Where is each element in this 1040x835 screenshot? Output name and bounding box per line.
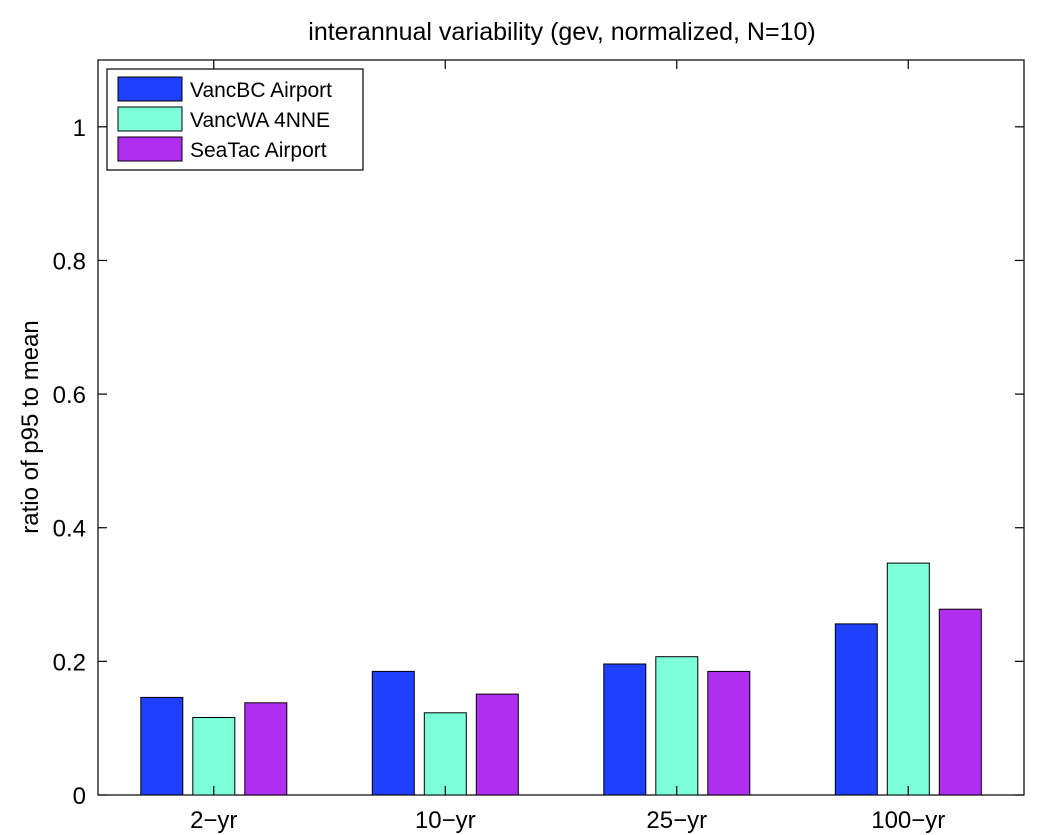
chart-title: interannual variability (gev, normalized… (308, 18, 815, 46)
x-tick-label: 25−yr (646, 807, 707, 834)
y-tick-label: 0.6 (53, 382, 86, 409)
y-tick-label: 1 (73, 115, 86, 142)
y-tick-label: 0.4 (53, 516, 86, 543)
x-tick-label: 10−yr (415, 807, 476, 834)
x-tick-label: 2−yr (190, 807, 237, 834)
bar (938, 608, 982, 796)
legend-entry: VancBC Airport (190, 79, 332, 102)
bar (834, 623, 878, 796)
bar (886, 562, 930, 796)
bar (244, 702, 288, 796)
bar (423, 712, 467, 796)
legend-swatch (117, 136, 183, 162)
ticks-group: 2−yr 10−yr 25−yr 100−yr 0 0.2 0.4 0.6 0.8 1 (53, 60, 1024, 834)
legend-swatch (117, 76, 183, 102)
y-axis-label: ratio of p95 to mean (17, 320, 44, 533)
bar (371, 670, 415, 796)
y-tick-label: 0.8 (53, 248, 86, 275)
bar (655, 656, 699, 796)
bar (192, 717, 236, 796)
bar (475, 693, 519, 796)
bar (707, 670, 751, 796)
y-tick-label: 0 (73, 783, 86, 810)
y-tick-label: 0.2 (53, 649, 86, 676)
legend: VancBC Airport VancWA 4NNE SeaTac Airport (106, 68, 364, 171)
legend-entry: VancWA 4NNE (190, 109, 330, 132)
bar (140, 696, 184, 796)
x-tick-label: 100−yr (871, 807, 945, 834)
legend-swatch (117, 106, 183, 132)
bar (603, 663, 647, 796)
bars-group (140, 562, 982, 796)
legend-entry: SeaTac Airport (190, 139, 327, 162)
